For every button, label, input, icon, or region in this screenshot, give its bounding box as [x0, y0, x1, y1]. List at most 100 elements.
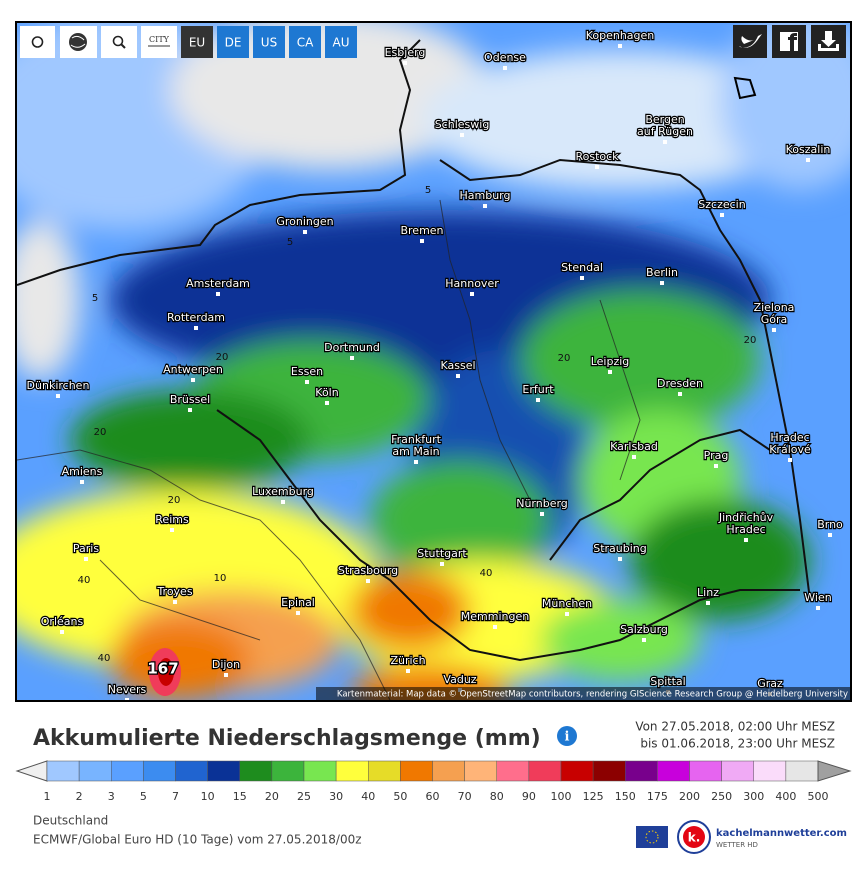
legend-label: 10: [201, 790, 215, 803]
legend-swatch: [303, 760, 337, 782]
city-label: Nevers: [108, 683, 147, 696]
city-dot: [281, 500, 285, 504]
legend-label: 80: [490, 790, 504, 803]
legend-swatch: [143, 760, 176, 782]
city-button[interactable]: [141, 26, 177, 58]
info-icon[interactable]: [557, 726, 577, 746]
city-dot: [744, 538, 748, 542]
region-button[interactable]: [289, 26, 321, 58]
city-label: Brno: [817, 518, 843, 531]
city-label: Koszalin: [786, 143, 831, 156]
legend-label: 70: [458, 790, 472, 803]
contour-label: 5: [425, 185, 431, 196]
city-dot: [772, 328, 776, 332]
legend-swatch: [785, 760, 819, 782]
city-dot: [714, 464, 718, 468]
legend-swatch: [400, 760, 433, 782]
city-dot: [414, 460, 418, 464]
city-label: Brüssel: [170, 393, 210, 406]
legend-swatch: [432, 760, 465, 782]
city-label: auf Rügen: [637, 125, 693, 138]
contour-label: 20: [168, 495, 181, 506]
city-dot: [80, 480, 84, 484]
reload-button[interactable]: [20, 26, 55, 58]
city-dot: [60, 630, 64, 634]
city-label: München: [542, 597, 592, 610]
region-label: CA: [297, 36, 314, 50]
legend-swatch: [78, 760, 112, 782]
city-dot: [406, 669, 410, 673]
region-label: US: [261, 36, 277, 50]
legend-swatch: [560, 760, 594, 782]
legend-swatch: [592, 760, 626, 782]
city-dot: [420, 239, 424, 243]
legend-label: 400: [775, 790, 796, 803]
city-dot: [642, 638, 646, 642]
region-button[interactable]: [253, 26, 285, 58]
city-label: Dijon: [212, 658, 240, 671]
legend-swatch: [239, 760, 273, 782]
legend-swatch: [207, 760, 240, 782]
legend-label: 25: [297, 790, 311, 803]
city-dot: [84, 557, 88, 561]
city-label: Orléans: [41, 615, 84, 628]
region-button[interactable]: [217, 26, 249, 58]
city-dot: [188, 408, 192, 412]
legend-swatch: [721, 760, 754, 782]
contour-label: 5: [92, 293, 98, 304]
city-dot: [194, 326, 198, 330]
city-label: Stuttgart: [417, 547, 467, 560]
title: Akkumulierte Niederschlagsmenge (mm): [33, 726, 541, 751]
city-dot: [503, 66, 507, 70]
city-label: Reims: [155, 513, 189, 526]
city-label: Troyes: [156, 585, 192, 598]
city-dot: [540, 512, 544, 516]
map[interactable]: Kopenhagen Esbjerg Odense Schleswig Bergenau…: [0, 10, 868, 715]
legend-label: 2: [76, 790, 83, 803]
city-label: Berlin: [646, 266, 678, 279]
city-label: Amsterdam: [186, 277, 250, 290]
city-label: Leipzig: [591, 355, 630, 368]
legend-swatch: [496, 760, 530, 782]
legend-swatch: [657, 760, 690, 782]
brand-sub: WETTER HD: [716, 841, 758, 849]
city-label: Luxemburg: [252, 485, 314, 498]
region-button[interactable]: [325, 26, 357, 58]
city-dot: [350, 356, 354, 360]
legend-label: 250: [711, 790, 732, 803]
city-label: Salzburg: [620, 623, 668, 636]
city-dot: [303, 230, 307, 234]
max-label: 167: [147, 660, 178, 678]
share: [733, 25, 846, 58]
legend-label: 300: [743, 790, 764, 803]
svg-text:k.: k.: [688, 831, 701, 845]
city-label: Memmingen: [461, 610, 529, 623]
city-label: Hannover: [445, 277, 499, 290]
city-label: Antwerpen: [163, 363, 223, 376]
city-label: Dünkirchen: [27, 379, 90, 392]
region: Deutschland: [33, 814, 108, 828]
city-label: Stendal: [561, 261, 603, 274]
legend-label: 30: [329, 790, 343, 803]
attribution: Kartenmaterial: Map data © OpenStreetMap…: [337, 690, 848, 700]
city-label: Epinal: [281, 596, 315, 609]
legend-label: 60: [426, 790, 440, 803]
city-dot: [828, 533, 832, 537]
city-dot: [456, 374, 460, 378]
region-button[interactable]: [181, 26, 213, 58]
legend-swatch: [111, 760, 144, 782]
city-dot: [440, 562, 444, 566]
zoom-button[interactable]: [101, 26, 137, 58]
contour-label: 20: [744, 335, 757, 346]
city-dot: [296, 611, 300, 615]
city-label: Rostock: [575, 150, 619, 163]
date-to: bis 01.06.2018, 23:00 Uhr MESZ: [640, 737, 835, 751]
legend-swatch: [753, 760, 787, 782]
city-dot: [706, 601, 710, 605]
legend-label: 7: [172, 790, 179, 803]
legend-label: 40: [361, 790, 375, 803]
legend-label: 5: [140, 790, 147, 803]
city-dot: [536, 398, 540, 402]
city-dot: [325, 401, 329, 405]
